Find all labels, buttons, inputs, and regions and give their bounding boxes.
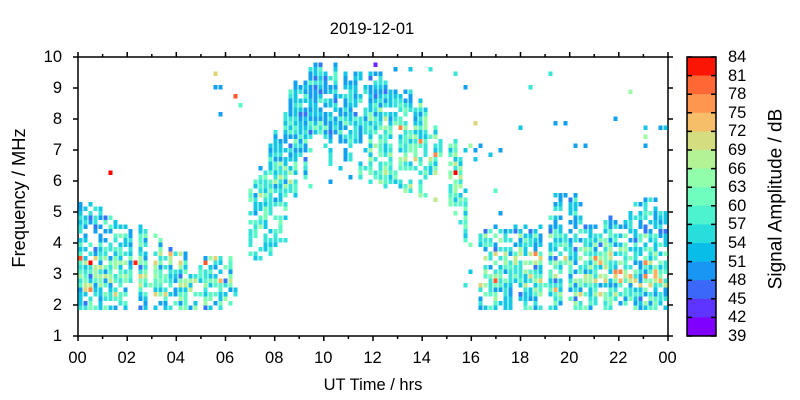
svg-text:UT Time / hrs: UT Time / hrs xyxy=(324,376,423,394)
svg-text:51: 51 xyxy=(728,253,746,271)
svg-text:12: 12 xyxy=(363,349,381,367)
svg-text:1: 1 xyxy=(53,327,62,345)
svg-text:10: 10 xyxy=(44,48,62,66)
svg-text:6: 6 xyxy=(53,172,62,190)
svg-text:42: 42 xyxy=(728,308,746,326)
svg-text:00: 00 xyxy=(658,349,676,367)
svg-text:48: 48 xyxy=(728,271,746,289)
svg-text:14: 14 xyxy=(413,349,431,367)
svg-text:Frequency / MHz: Frequency / MHz xyxy=(8,128,29,267)
svg-text:06: 06 xyxy=(216,349,234,367)
svg-text:16: 16 xyxy=(462,349,480,367)
svg-text:3: 3 xyxy=(53,265,62,283)
svg-text:10: 10 xyxy=(314,349,332,367)
svg-text:04: 04 xyxy=(167,349,185,367)
svg-text:39: 39 xyxy=(728,327,746,345)
svg-text:08: 08 xyxy=(265,349,283,367)
svg-text:69: 69 xyxy=(728,141,746,159)
svg-text:8: 8 xyxy=(53,110,62,128)
svg-text:54: 54 xyxy=(728,234,746,252)
svg-text:7: 7 xyxy=(53,141,62,159)
svg-text:75: 75 xyxy=(728,104,746,122)
svg-text:57: 57 xyxy=(728,215,746,233)
svg-text:4: 4 xyxy=(53,234,62,252)
svg-text:00: 00 xyxy=(68,349,86,367)
svg-text:60: 60 xyxy=(728,197,746,215)
svg-text:5: 5 xyxy=(53,203,62,221)
svg-text:20: 20 xyxy=(560,349,578,367)
svg-text:72: 72 xyxy=(728,122,746,140)
svg-text:18: 18 xyxy=(511,349,529,367)
svg-text:9: 9 xyxy=(53,79,62,97)
svg-text:78: 78 xyxy=(728,85,746,103)
svg-text:63: 63 xyxy=(728,178,746,196)
svg-text:66: 66 xyxy=(728,160,746,178)
svg-text:81: 81 xyxy=(728,67,746,85)
svg-text:Signal Amplitude / dB: Signal Amplitude / dB xyxy=(766,109,787,290)
svg-text:22: 22 xyxy=(609,349,627,367)
svg-text:2: 2 xyxy=(53,296,62,314)
svg-text:84: 84 xyxy=(728,48,746,66)
svg-text:45: 45 xyxy=(728,290,746,308)
svg-text:2019-12-01: 2019-12-01 xyxy=(330,20,414,38)
svg-text:02: 02 xyxy=(118,349,136,367)
